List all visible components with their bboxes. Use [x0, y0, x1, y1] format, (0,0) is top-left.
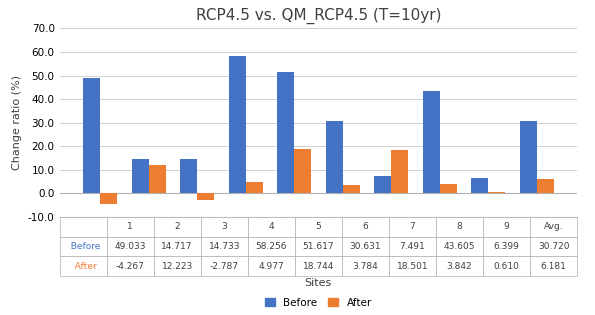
Bar [180, 159, 197, 193]
Bar [246, 182, 262, 193]
Y-axis label: Change ratio (%): Change ratio (%) [12, 75, 23, 170]
Bar [422, 91, 440, 193]
Legend: Before, After: Before, After [261, 294, 376, 312]
Bar [228, 56, 246, 193]
Bar [197, 193, 214, 200]
Title: RCP4.5 vs. QM_RCP4.5 (T=10yr): RCP4.5 vs. QM_RCP4.5 (T=10yr) [196, 8, 441, 24]
Bar [374, 176, 391, 193]
Bar [537, 179, 553, 193]
Bar [325, 121, 343, 193]
Bar [471, 178, 488, 193]
Bar [519, 121, 537, 193]
Bar [488, 192, 505, 193]
Bar [83, 78, 100, 193]
Bar [277, 72, 294, 193]
Bar [343, 185, 359, 193]
Bar [440, 184, 456, 193]
Bar [149, 165, 165, 193]
Bar [131, 159, 149, 193]
Bar [294, 149, 311, 193]
Bar [100, 193, 117, 203]
Bar [391, 150, 408, 193]
Text: Sites: Sites [305, 278, 332, 289]
